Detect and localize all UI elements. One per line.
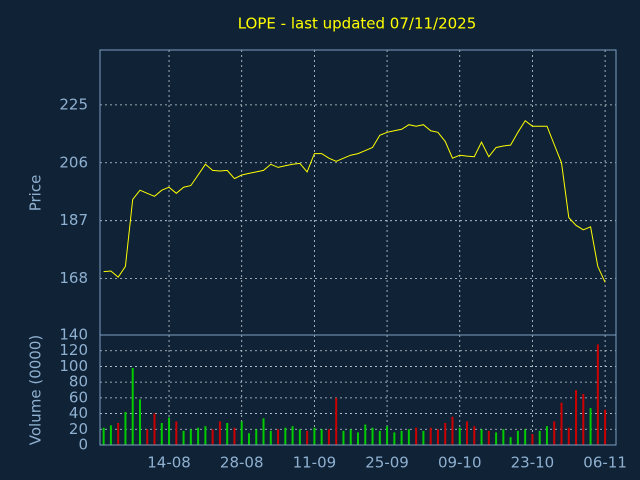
volume-bar xyxy=(531,434,534,445)
y-tick-label: 20 xyxy=(69,420,88,438)
volume-bar xyxy=(153,413,156,445)
volume-bar xyxy=(277,429,280,445)
volume-bar xyxy=(269,430,272,445)
volume-bar xyxy=(349,429,352,445)
volume-bar xyxy=(313,427,316,445)
y-tick-label: 187 xyxy=(59,211,88,229)
x-tick-label: 25-09 xyxy=(365,454,409,472)
volume-bar xyxy=(553,421,556,445)
volume-bar xyxy=(538,430,541,445)
y-tick-label: 40 xyxy=(69,404,88,422)
price-line xyxy=(103,119,606,283)
x-tick-label: 06-11 xyxy=(583,454,627,472)
x-tick-label: 09-10 xyxy=(438,454,482,472)
y-tick-label: 80 xyxy=(69,373,88,391)
volume-bar xyxy=(320,429,323,445)
volume-bar xyxy=(560,402,563,445)
plot-frame xyxy=(99,334,617,446)
volume-bar xyxy=(480,429,483,445)
x-tick-label: 14-08 xyxy=(147,454,191,472)
volume-bar xyxy=(218,421,221,445)
volume-bar xyxy=(524,429,527,445)
volume-bar xyxy=(182,430,185,445)
x-tick-label: 11-09 xyxy=(293,454,337,472)
volume-bar xyxy=(444,423,447,445)
volume-bar xyxy=(371,427,374,445)
volume-bar xyxy=(306,430,309,445)
volume-bar xyxy=(124,412,127,445)
volume-bar xyxy=(255,429,258,445)
volume-bar xyxy=(335,397,338,445)
volume-bar xyxy=(160,423,163,445)
volume-bar xyxy=(415,427,418,445)
volume-bar xyxy=(211,429,214,445)
volume-bar xyxy=(400,430,403,445)
y-tick-label: 120 xyxy=(59,341,88,359)
volume-bar xyxy=(109,425,112,445)
y-tick-label: 168 xyxy=(59,269,88,287)
y-tick-label: 100 xyxy=(59,357,88,375)
volume-bar xyxy=(545,426,548,445)
volume-bar xyxy=(342,430,345,445)
volume-bar xyxy=(386,426,389,445)
volume-bar xyxy=(473,426,476,445)
y-tick-label: 140 xyxy=(59,326,88,344)
volume-bar xyxy=(298,429,301,445)
volume-bar xyxy=(582,393,585,445)
y-axis-label: Volume (0000) xyxy=(27,335,45,445)
volume-bar xyxy=(589,408,592,445)
volume-bar xyxy=(422,430,425,445)
volume-bar xyxy=(364,424,367,445)
volume-bar xyxy=(502,429,505,445)
volume-bar xyxy=(226,423,229,445)
volume-bar xyxy=(378,430,381,445)
volume-bar xyxy=(451,416,454,445)
volume-bar xyxy=(466,421,469,445)
y-axis-label: Price xyxy=(27,175,45,212)
chart-title: LOPE - last updated 07/11/2025 xyxy=(238,15,477,33)
volume-bar xyxy=(138,399,141,445)
volume-bar xyxy=(197,427,200,445)
y-tick-label: 225 xyxy=(59,95,88,113)
volume-bar xyxy=(516,430,519,445)
volume-bar xyxy=(247,433,250,445)
volume-bar xyxy=(262,418,265,445)
volume-bar xyxy=(175,421,178,445)
y-tick-label: 206 xyxy=(59,153,88,171)
volume-bar xyxy=(393,432,396,445)
volume-bar xyxy=(189,429,192,445)
volume-bar xyxy=(596,344,599,445)
volume-bar xyxy=(575,390,578,445)
x-tick-label: 28-08 xyxy=(220,454,264,472)
volume-bar xyxy=(117,423,120,445)
volume-bar xyxy=(240,421,243,445)
x-tick-label: 23-10 xyxy=(511,454,555,472)
volume-bar xyxy=(487,430,490,445)
volume-bar xyxy=(429,427,432,445)
volume-bar xyxy=(146,429,149,445)
volume-bar xyxy=(291,426,294,445)
volume-bar xyxy=(509,437,512,445)
volume-bar xyxy=(233,427,236,445)
volume-bar xyxy=(131,368,134,445)
volume-bar xyxy=(604,409,607,445)
volume-bar xyxy=(204,426,207,445)
volume-bar xyxy=(495,432,498,445)
volume-bar xyxy=(567,427,570,445)
volume-bar xyxy=(102,427,105,445)
volume-bar xyxy=(436,429,439,445)
volume-bar xyxy=(458,427,461,445)
volume-bar xyxy=(407,429,410,445)
y-tick-label: 0 xyxy=(78,436,88,454)
volume-bar xyxy=(327,429,330,445)
y-tick-label: 60 xyxy=(69,388,88,406)
volume-bar xyxy=(168,417,171,445)
volume-bar xyxy=(284,427,287,445)
volume-bar xyxy=(357,432,359,445)
